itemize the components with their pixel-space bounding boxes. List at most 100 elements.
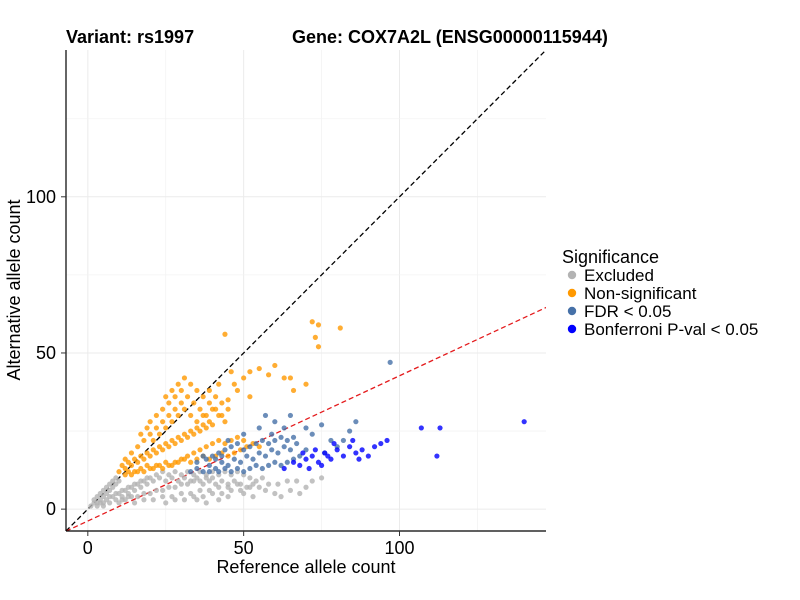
data-point (153, 425, 159, 431)
data-point (225, 437, 231, 444)
data-point (209, 490, 216, 497)
data-point (278, 494, 284, 500)
data-point (219, 453, 225, 459)
data-point (325, 453, 331, 459)
x-axis-label: Reference allele count (216, 557, 395, 577)
data-point (281, 465, 287, 472)
data-point (259, 475, 265, 481)
data-point (365, 453, 371, 459)
data-point (234, 440, 241, 447)
data-point (290, 459, 297, 465)
data-point (135, 469, 141, 475)
data-point (225, 453, 231, 459)
data-point (287, 412, 294, 419)
legend-key-dot (567, 306, 577, 316)
data-point (303, 425, 309, 431)
data-point (353, 450, 359, 456)
data-point (144, 425, 150, 431)
data-point (272, 419, 278, 425)
data-point (262, 412, 269, 419)
data-point (247, 465, 253, 472)
data-point (241, 431, 247, 437)
data-point (272, 490, 278, 497)
data-point (191, 400, 197, 406)
series-excluded (88, 469, 325, 509)
data-point (147, 453, 153, 459)
data-point (172, 497, 178, 503)
data-point (318, 475, 325, 481)
data-point (418, 425, 424, 431)
data-point (331, 440, 337, 447)
data-point (290, 434, 297, 440)
data-point (269, 447, 275, 453)
data-point (122, 456, 128, 462)
data-point (228, 487, 234, 493)
data-point (228, 369, 234, 375)
data-point (521, 419, 527, 425)
data-point (169, 475, 175, 481)
data-point (206, 387, 212, 394)
data-point (309, 453, 315, 459)
data-point (262, 453, 269, 459)
series-non-significant (116, 319, 343, 478)
data-point (200, 494, 206, 500)
data-point (191, 450, 197, 456)
data-point (225, 481, 231, 487)
data-point (312, 447, 318, 453)
data-point (434, 453, 440, 459)
data-point (188, 469, 194, 475)
data-point (231, 478, 237, 484)
data-point (256, 425, 262, 431)
data-point (160, 447, 166, 453)
data-point (219, 478, 225, 484)
data-point (163, 478, 169, 484)
data-point (113, 497, 119, 503)
data-point (203, 425, 209, 431)
data-point (166, 484, 172, 490)
data-point (216, 469, 222, 475)
data-point (250, 456, 256, 462)
data-point (172, 440, 178, 447)
points-layer (88, 319, 527, 509)
data-point (231, 450, 237, 456)
data-point (135, 494, 141, 500)
data-point (181, 375, 188, 381)
data-point (241, 375, 247, 381)
data-point (231, 456, 237, 462)
data-point (197, 406, 203, 412)
data-point (300, 450, 306, 456)
data-point (166, 462, 172, 469)
data-point (241, 447, 247, 453)
data-point (175, 412, 181, 419)
data-point (178, 437, 184, 444)
data-point (222, 465, 228, 472)
data-point (188, 381, 194, 387)
data-point (241, 490, 247, 497)
data-point (181, 475, 188, 481)
data-point (244, 453, 250, 459)
data-point (253, 462, 259, 469)
data-point (166, 412, 172, 419)
data-point (247, 444, 253, 450)
data-point (241, 437, 247, 444)
data-point (213, 481, 219, 487)
data-point (184, 453, 191, 459)
data-point (135, 459, 141, 465)
data-point (222, 331, 228, 337)
data-point (234, 387, 241, 394)
data-point (141, 437, 147, 444)
data-point (275, 481, 281, 487)
data-point (241, 469, 247, 475)
data-point (163, 425, 169, 431)
data-point (131, 500, 138, 506)
data-point (247, 369, 253, 375)
data-point (297, 490, 303, 497)
chart-title-gene: Gene: COX7A2L (ENSG00000115944) (292, 27, 608, 47)
data-point (184, 434, 191, 440)
data-point (197, 487, 203, 493)
data-point (294, 478, 300, 484)
data-point (141, 469, 147, 475)
data-point (309, 478, 315, 484)
y-tick-label: 0 (46, 499, 56, 519)
data-point (265, 372, 272, 378)
